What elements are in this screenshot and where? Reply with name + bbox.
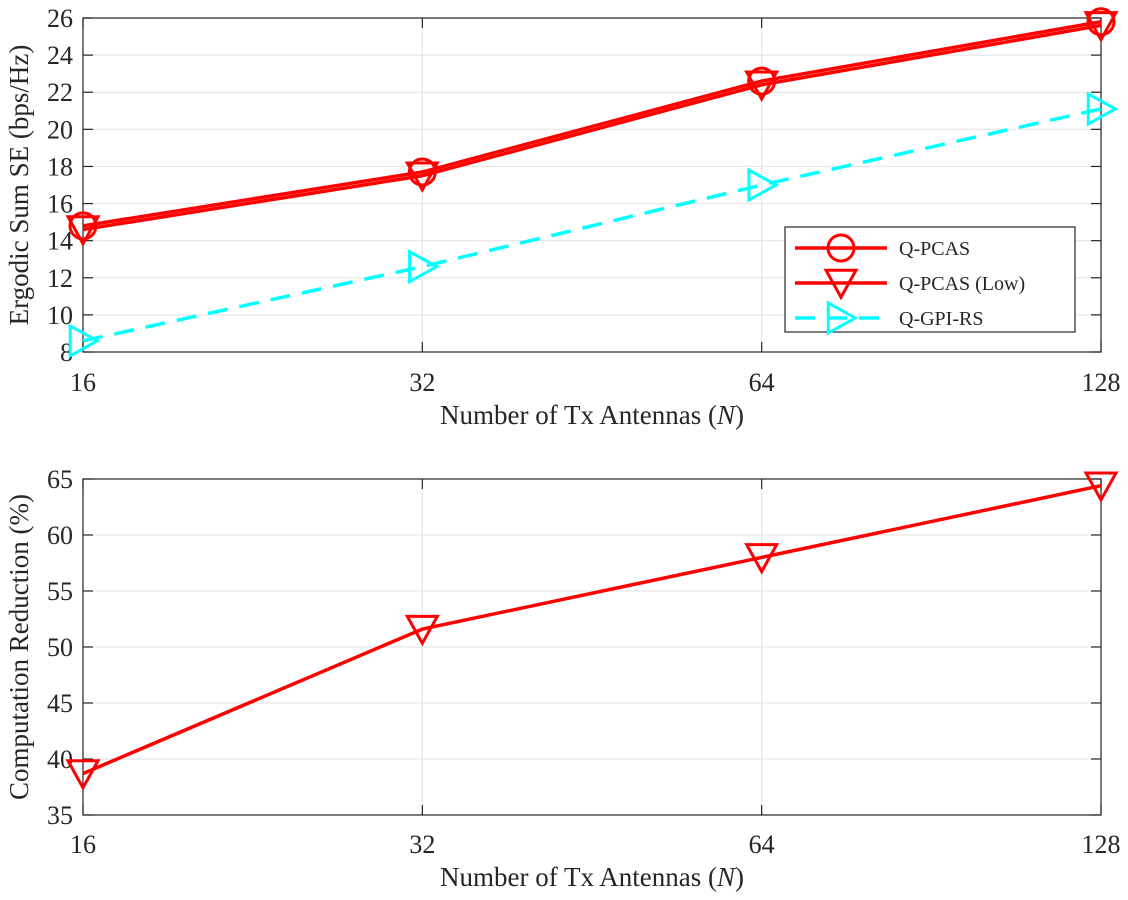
- series-series: [65, 471, 1119, 791]
- q-gpi-rs-marker-1: [408, 249, 440, 285]
- q-gpi-rs-marker-0: [68, 323, 101, 359]
- series-line-q-pcas: [82, 19, 1102, 228]
- x-tick-label: 128: [1082, 368, 1121, 397]
- x-tick-label: 64: [749, 830, 775, 859]
- series-marker-2: [744, 543, 780, 575]
- series-marker-1: [404, 614, 440, 647]
- q-gpi-rs-marker-3: [1086, 91, 1119, 127]
- series-q-pcas-low: [65, 11, 1119, 247]
- series-q-gpi-rs: [68, 91, 1119, 359]
- y-tick-label: 12: [47, 264, 73, 293]
- y-axis-label: Ergodic Sum SE (bps/Hz): [4, 45, 34, 326]
- legend-q-gpi-rs-marker-0: [826, 300, 859, 336]
- y-tick-label: 55: [47, 577, 73, 606]
- legend-item-q-pcas-low: Q-PCAS (Low): [795, 268, 1025, 301]
- y-tick-label: 45: [47, 689, 73, 718]
- legend-box: [784, 226, 1076, 333]
- q-pcas-low-marker-0: [65, 215, 101, 247]
- y-tick-label: 22: [47, 78, 73, 107]
- legend: Q-PCAS Q-PCAS (Low) Q-GPI-RS: [784, 226, 1076, 336]
- series-line-q-gpi-rs: [82, 107, 1102, 343]
- series-group: [65, 7, 1119, 359]
- x-tick-labels: 16 32 64 128: [70, 368, 1121, 397]
- series-group: [65, 471, 1119, 791]
- series-marker-0: [65, 759, 101, 791]
- y-tick-label: 18: [47, 152, 73, 181]
- legend-q-pcas-low-marker-0: [823, 268, 859, 301]
- q-pcas-low-marker-3: [1083, 11, 1119, 43]
- legend-label: Q-GPI-RS: [899, 308, 983, 330]
- q-pcas-low-marker-1: [404, 161, 440, 194]
- legend-items: Q-PCAS Q-PCAS (Low) Q-GPI-RS: [795, 233, 1025, 336]
- x-tick-label: 32: [409, 830, 435, 859]
- x-tick-label: 16: [70, 368, 96, 397]
- axes-frame: [82, 478, 1102, 816]
- y-tick-label: 60: [47, 521, 73, 550]
- y-tick-label: 10: [47, 301, 73, 330]
- y-tick-label: 35: [47, 801, 73, 830]
- x-tick-label: 64: [749, 368, 775, 397]
- series-line-q-pcas-low: [82, 23, 1102, 232]
- y-axis-label: Computation Reduction (%): [4, 494, 34, 800]
- x-tick-labels: 16 32 64 128: [70, 830, 1121, 859]
- series-marker-3: [1083, 471, 1119, 504]
- x-axis-label: Number of Tx Antennas (N): [440, 862, 744, 892]
- y-tick-label: 20: [47, 115, 73, 144]
- y-tick-label: 24: [47, 41, 73, 70]
- q-gpi-rs-marker-2: [747, 167, 780, 203]
- x-axis-label: Number of Tx Antennas (N): [440, 400, 744, 430]
- x-tick-label: 32: [409, 368, 435, 397]
- y-tick-label: 14: [47, 227, 73, 256]
- y-tick-label: 26: [47, 4, 73, 33]
- y-tick-label: 16: [47, 190, 73, 219]
- y-tick-label: 65: [47, 465, 73, 494]
- legend-label: Q-PCAS (Low): [899, 273, 1025, 295]
- x-tick-label: 16: [70, 830, 96, 859]
- q-pcas-low-marker-2: [744, 70, 780, 103]
- x-tick-label: 128: [1082, 830, 1121, 859]
- y-tick-label: 50: [47, 633, 73, 662]
- legend-item-q-pcas: Q-PCAS: [795, 233, 970, 263]
- axes-box: [82, 17, 1102, 353]
- legend-label: Q-PCAS: [899, 238, 970, 260]
- series-line-series: [82, 484, 1102, 776]
- q-pcas-marker-3: [1086, 7, 1116, 37]
- legend-q-pcas-marker-0: [826, 233, 856, 263]
- legend-item-q-gpi-rs: Q-GPI-RS: [795, 300, 983, 336]
